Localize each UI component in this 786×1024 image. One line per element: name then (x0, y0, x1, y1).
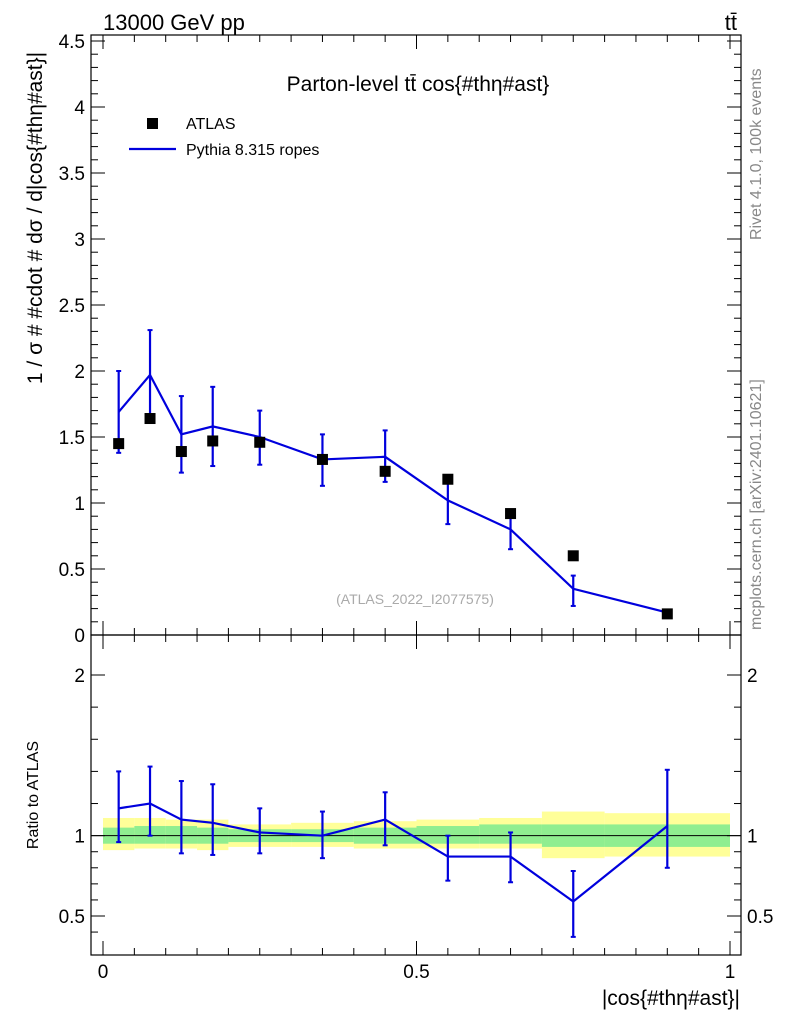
main-y-tick-label: 3 (74, 230, 85, 251)
data-point (316, 453, 328, 465)
ratio-tick-labels: 0.5 0.5 1 1 2 2 0 0.5 1 (59, 666, 774, 983)
main-y-tick-label: 1 (74, 494, 85, 515)
data-point (505, 508, 517, 520)
ratio-panel: 0.5 0.5 1 1 2 2 0 0.5 1 Ratio to ATLAS |cos{#thη… (25, 634, 774, 1010)
data-point (207, 435, 219, 447)
main-y-tick-label: 3.5 (59, 164, 85, 185)
data-point (442, 473, 454, 485)
data-point (113, 438, 125, 450)
main-y-tick-label: 2 (74, 362, 85, 383)
main-y-tick-label: 2.5 (59, 296, 85, 317)
data-point (254, 436, 266, 448)
main-y-tick-label: 4.5 (59, 32, 85, 53)
main-y-tick-label: 0 (74, 626, 85, 647)
main-axis-ticks (91, 35, 741, 636)
legend-label-atlas: ATLAS (186, 116, 236, 133)
data-point (661, 608, 673, 620)
legend-marker-atlas (147, 118, 158, 129)
x-axis-label: |cos{#thη#ast}| (602, 987, 740, 1010)
ratio-y-tick-label-right: 2 (747, 666, 758, 687)
ratio-y-axis-label: Ratio to ATLAS (25, 741, 42, 849)
data-point (175, 446, 187, 458)
main-y-axis-label: 1 / σ # #cdot # dσ / d|cos{#thη#ast}| (24, 52, 47, 384)
ratio-frame (90, 634, 742, 956)
mcplots-label: mcplots.cern.ch [arXiv:2401.10621] (748, 379, 765, 630)
data-series (113, 413, 673, 620)
process-label: tt̄ (725, 10, 737, 35)
legend-label-mc: Pythia 8.315 ropes (186, 142, 319, 159)
legend: ATLAS Pythia 8.315 ropes (129, 116, 319, 159)
ratio-mc-series (116, 765, 670, 938)
rivet-label: Rivet 4.1.0, 100k events (748, 68, 765, 240)
ratio-y-tick-label-left: 0.5 (59, 907, 85, 928)
analysis-watermark: (ATLAS_2022_I2077575) (336, 591, 494, 607)
main-y-tick-label: 4 (74, 98, 85, 119)
x-tick-label: 1 (725, 962, 736, 983)
ratio-y-tick-label-right: 0.5 (747, 907, 773, 928)
main-y-tick-label: 0.5 (59, 560, 85, 581)
ratio-axis-ticks (91, 635, 741, 955)
main-panel: 0 0.5 1 1.5 2 2.5 3 3.5 4 4.5 Parton-level tt̄ co… (24, 32, 742, 647)
energy-label: 13000 GeV pp (103, 10, 245, 35)
main-tick-labels: 0 0.5 1 1.5 2 2.5 3 3.5 4 4.5 (59, 32, 86, 647)
data-point (567, 550, 579, 562)
x-tick-label: 0.5 (403, 962, 429, 983)
mc-line (117, 373, 668, 614)
chart-title: Parton-level tt̄ cos{#thη#ast} (287, 73, 550, 96)
mc-series (116, 329, 670, 619)
ratio-y-tick-label-left: 2 (74, 666, 85, 687)
x-tick-label: 0 (98, 962, 109, 983)
data-point (379, 465, 391, 477)
data-point (144, 413, 156, 425)
main-y-tick-label: 1.5 (59, 428, 85, 449)
ratio-y-tick-label-right: 1 (747, 827, 758, 848)
ratio-y-tick-label-left: 1 (74, 827, 85, 848)
